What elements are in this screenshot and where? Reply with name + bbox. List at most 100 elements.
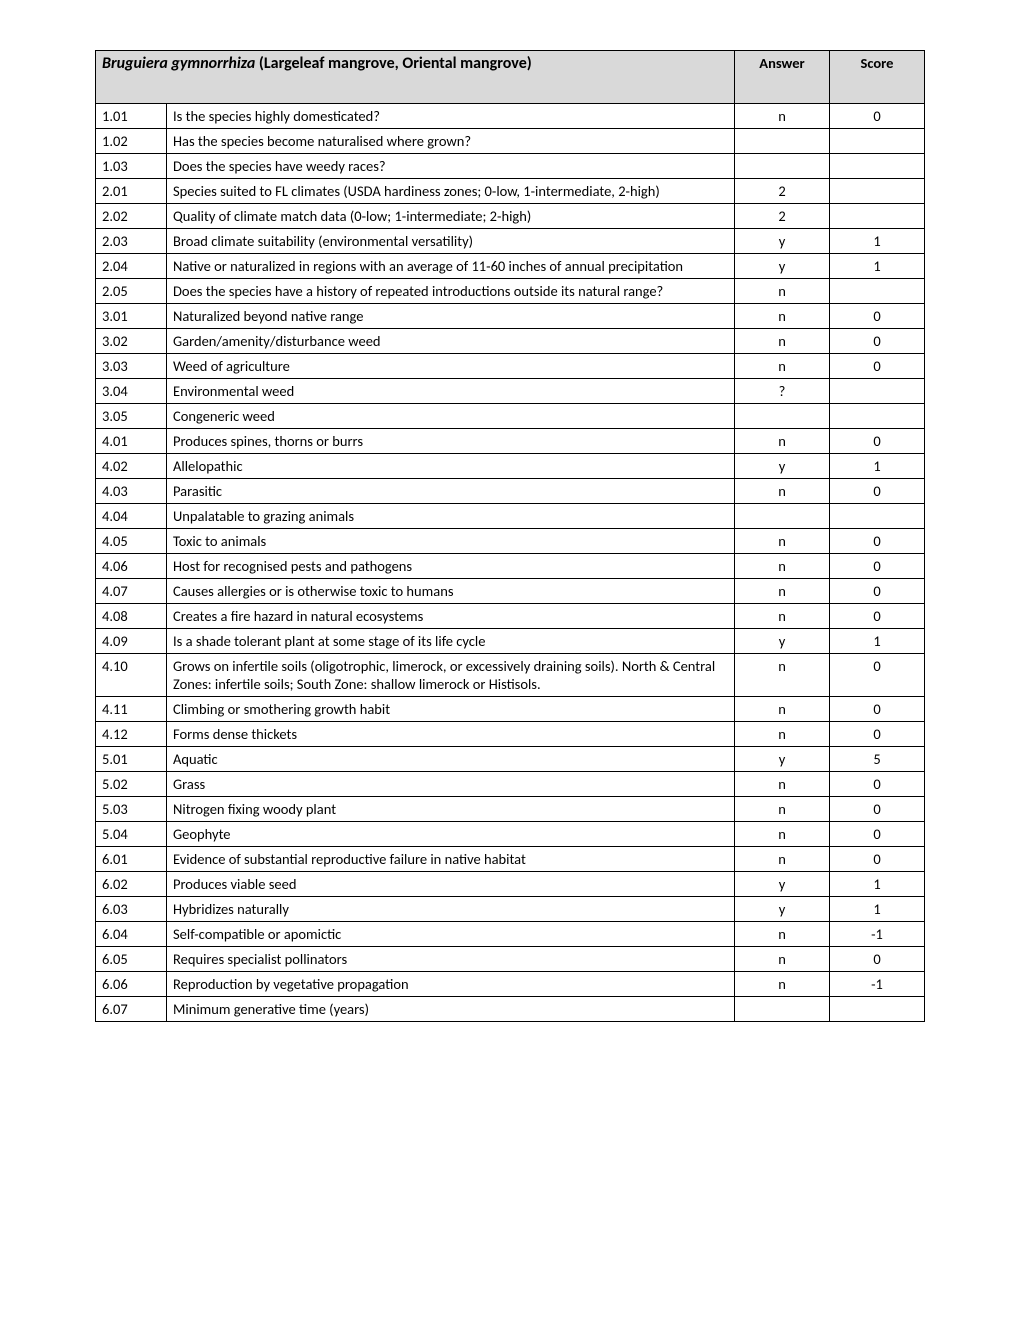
answer-cell: y: [735, 897, 830, 922]
question-text: Quality of climate match data (0-low; 1-…: [167, 204, 735, 229]
score-cell: 0: [830, 722, 925, 747]
question-text: Reproduction by vegetative propagation: [167, 972, 735, 997]
score-cell: [830, 204, 925, 229]
question-number: 3.05: [96, 404, 167, 429]
question-number: 6.04: [96, 922, 167, 947]
table-row: 3.04Environmental weed?: [96, 379, 925, 404]
answer-cell: n: [735, 722, 830, 747]
answer-cell: n: [735, 554, 830, 579]
question-text: Grass: [167, 772, 735, 797]
question-text: Environmental weed: [167, 379, 735, 404]
species-common-name: (Largeleaf mangrove, Oriental mangrove): [255, 54, 531, 73]
answer-cell: n: [735, 479, 830, 504]
question-number: 4.11: [96, 697, 167, 722]
answer-cell: n: [735, 922, 830, 947]
header-row: Bruguiera gymnorrhiza (Largeleaf mangrov…: [96, 51, 925, 104]
question-number: 6.01: [96, 847, 167, 872]
answer-cell: n: [735, 304, 830, 329]
score-cell: 0: [830, 579, 925, 604]
answer-cell: n: [735, 279, 830, 304]
score-cell: 0: [830, 654, 925, 697]
answer-header: Answer: [735, 51, 830, 104]
table-row: 4.09Is a shade tolerant plant at some st…: [96, 629, 925, 654]
question-text: Is a shade tolerant plant at some stage …: [167, 629, 735, 654]
answer-cell: [735, 997, 830, 1022]
answer-cell: ?: [735, 379, 830, 404]
answer-cell: y: [735, 872, 830, 897]
score-cell: 0: [830, 304, 925, 329]
score-cell: [830, 279, 925, 304]
question-text: Weed of agriculture: [167, 354, 735, 379]
score-cell: 1: [830, 229, 925, 254]
table-row: 4.12Forms dense thicketsn0: [96, 722, 925, 747]
question-text: Forms dense thickets: [167, 722, 735, 747]
table-row: 1.01Is the species highly domesticated?n…: [96, 104, 925, 129]
table-row: 4.08Creates a fire hazard in natural eco…: [96, 604, 925, 629]
question-number: 3.01: [96, 304, 167, 329]
score-cell: [830, 129, 925, 154]
table-row: 2.04Native or naturalized in regions wit…: [96, 254, 925, 279]
question-number: 2.03: [96, 229, 167, 254]
score-cell: -1: [830, 922, 925, 947]
table-row: 5.01Aquaticy5: [96, 747, 925, 772]
species-scientific-name: Bruguiera gymnorrhiza: [102, 54, 255, 73]
question-number: 2.02: [96, 204, 167, 229]
question-text: Produces spines, thorns or burrs: [167, 429, 735, 454]
species-header: Bruguiera gymnorrhiza (Largeleaf mangrov…: [96, 51, 735, 104]
score-cell: [830, 504, 925, 529]
question-text: Causes allergies or is otherwise toxic t…: [167, 579, 735, 604]
answer-cell: n: [735, 104, 830, 129]
question-text: Aquatic: [167, 747, 735, 772]
score-cell: 0: [830, 329, 925, 354]
question-text: Hybridizes naturally: [167, 897, 735, 922]
question-number: 4.04: [96, 504, 167, 529]
answer-cell: y: [735, 229, 830, 254]
question-text: Creates a fire hazard in natural ecosyst…: [167, 604, 735, 629]
score-cell: 0: [830, 797, 925, 822]
answer-cell: y: [735, 629, 830, 654]
answer-cell: n: [735, 822, 830, 847]
table-row: 6.04Self-compatible or apomicticn-1: [96, 922, 925, 947]
question-number: 3.02: [96, 329, 167, 354]
question-text: Evidence of substantial reproductive fai…: [167, 847, 735, 872]
question-number: 6.02: [96, 872, 167, 897]
score-cell: 1: [830, 254, 925, 279]
answer-cell: [735, 129, 830, 154]
score-cell: 0: [830, 697, 925, 722]
question-text: Host for recognised pests and pathogens: [167, 554, 735, 579]
answer-cell: n: [735, 797, 830, 822]
score-cell: [830, 179, 925, 204]
question-text: Requires specialist pollinators: [167, 947, 735, 972]
question-number: 4.06: [96, 554, 167, 579]
question-text: Toxic to animals: [167, 529, 735, 554]
score-cell: 0: [830, 479, 925, 504]
table-row: 4.05Toxic to animalsn0: [96, 529, 925, 554]
assessment-table: Bruguiera gymnorrhiza (Largeleaf mangrov…: [95, 50, 925, 1022]
question-text: Congeneric weed: [167, 404, 735, 429]
table-row: 6.06Reproduction by vegetative propagati…: [96, 972, 925, 997]
question-number: 6.06: [96, 972, 167, 997]
table-row: 4.01Produces spines, thorns or burrsn0: [96, 429, 925, 454]
question-number: 4.02: [96, 454, 167, 479]
question-text: Minimum generative time (years): [167, 997, 735, 1022]
question-text: Does the species have a history of repea…: [167, 279, 735, 304]
question-number: 1.02: [96, 129, 167, 154]
answer-cell: 2: [735, 204, 830, 229]
question-number: 2.01: [96, 179, 167, 204]
answer-cell: 2: [735, 179, 830, 204]
question-number: 2.05: [96, 279, 167, 304]
table-row: 2.01Species suited to FL climates (USDA …: [96, 179, 925, 204]
answer-cell: n: [735, 579, 830, 604]
score-cell: 0: [830, 529, 925, 554]
answer-cell: y: [735, 454, 830, 479]
question-number: 2.04: [96, 254, 167, 279]
question-text: Grows on infertile soils (oligotrophic, …: [167, 654, 735, 697]
question-number: 6.07: [96, 997, 167, 1022]
answer-cell: n: [735, 972, 830, 997]
question-number: 4.10: [96, 654, 167, 697]
score-cell: 1: [830, 629, 925, 654]
table-row: 5.04Geophyten0: [96, 822, 925, 847]
score-cell: 0: [830, 429, 925, 454]
answer-cell: n: [735, 847, 830, 872]
question-number: 4.09: [96, 629, 167, 654]
